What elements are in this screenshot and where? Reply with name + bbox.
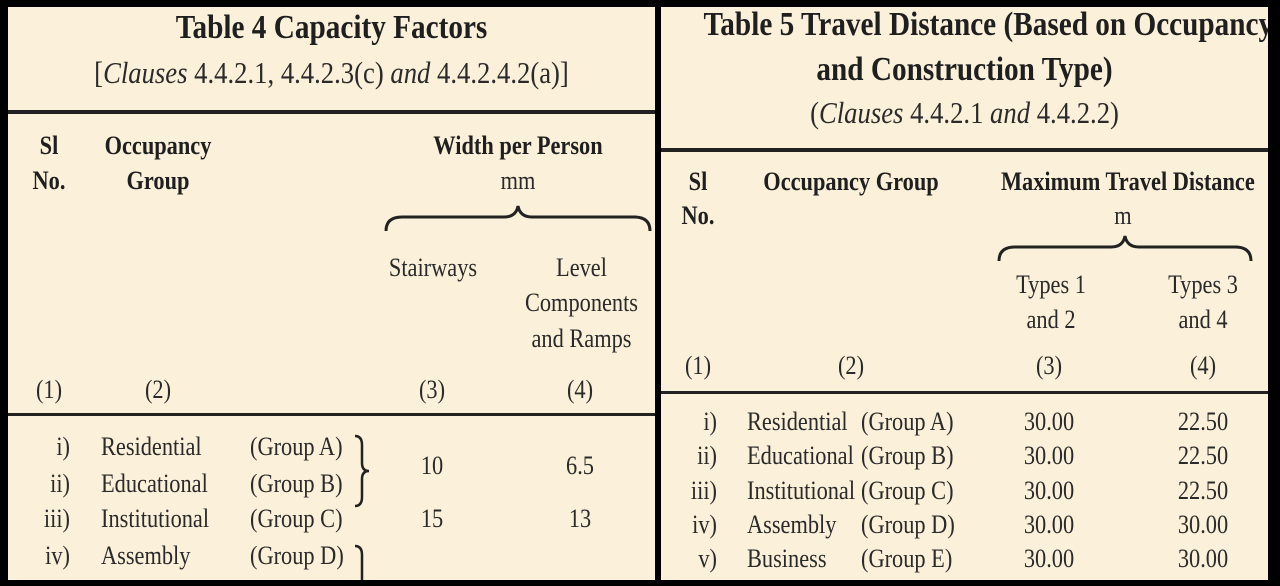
header-bottom-rule	[661, 391, 1268, 394]
header-top-rule	[8, 110, 655, 114]
row-types12: 30.00	[1023, 544, 1075, 573]
col-number-4: (4)	[566, 375, 594, 404]
row-types12: 30.00	[1023, 441, 1075, 470]
row-occupancy: Business	[747, 544, 827, 573]
col-number-1: (1)	[35, 375, 63, 404]
table-4-clauses: [Clauses 4.4.2.1, 4.4.2.3(c) and 4.4.2.4…	[53, 55, 609, 91]
row-occupancy: Residential	[747, 407, 848, 436]
clauses-and: and	[990, 95, 1031, 130]
row-group: (Group B)	[861, 441, 954, 470]
stairways-header: Stairways	[388, 253, 478, 282]
width-per-person-header: Width per Person	[433, 131, 603, 160]
row-sl: ii)	[697, 441, 717, 470]
types34-header-line1: Types 3	[1168, 270, 1238, 299]
row-occupancy: Educational	[747, 441, 854, 470]
row-types34: 30.00	[1177, 544, 1229, 573]
level-header-line1: Level	[556, 253, 607, 282]
group-ab-brace-icon	[354, 434, 370, 508]
col-number-2: (2)	[144, 375, 172, 404]
col-number-3: (3)	[1035, 351, 1063, 380]
curly-brace-icon	[384, 205, 652, 232]
sl-header-line2: No.	[681, 201, 715, 230]
row-occupancy: Assembly	[101, 541, 191, 570]
sl-header-line2: No.	[32, 166, 66, 195]
row-sl: i)	[56, 432, 70, 461]
row-group: (Group C)	[861, 476, 954, 505]
row-group: (Group D)	[861, 510, 955, 539]
types34-header-line2: and 4	[1178, 305, 1228, 334]
table-4-title: Table 4 Capacity Factors	[175, 9, 488, 46]
table-5-title-line1: Table 5 Travel Distance (Based on Occupa…	[703, 7, 1268, 43]
row-types12: 30.00	[1023, 476, 1075, 505]
row-types34: 22.50	[1177, 441, 1229, 470]
row-occupancy: Assembly	[747, 510, 837, 539]
row-sl: ii)	[50, 469, 70, 498]
curly-brace-icon	[997, 235, 1253, 262]
clauses-first: 4.4.2.1, 4.4.2.3(c)	[187, 55, 391, 90]
row-types12: 30.00	[1023, 510, 1075, 539]
group-d-brace-icon	[354, 544, 364, 580]
clauses-last: 4.4.2.2)	[1030, 95, 1119, 130]
clauses-and: and	[390, 55, 431, 90]
table-5-title-line2: and Construction Type)	[816, 51, 1113, 88]
row-occupancy: Educational	[101, 469, 208, 498]
occupancy-header-line1: Occupancy	[104, 131, 212, 160]
max-travel-unit: m	[1114, 201, 1132, 230]
row-group: (Group A)	[861, 407, 954, 436]
c-level-value: 13	[568, 504, 592, 533]
row-sl: i)	[703, 407, 717, 436]
sl-header-line1: Sl	[39, 131, 59, 160]
row-group: (Group B)	[250, 469, 343, 498]
table-5-panel: Table 5 Travel Distance (Based on Occupa…	[661, 7, 1268, 580]
row-group: (Group A)	[250, 432, 343, 461]
max-travel-header: Maximum Travel Distance	[1000, 167, 1255, 196]
row-sl: iii)	[690, 476, 717, 505]
row-occupancy: Institutional	[101, 504, 210, 533]
ab-stairways-value: 10	[420, 451, 444, 480]
clauses-first: 4.4.2.1	[903, 95, 991, 130]
col-number-3: (3)	[418, 375, 446, 404]
occupancy-header: Occupancy Group	[763, 167, 939, 196]
col-number-2: (2)	[837, 351, 865, 380]
occupancy-header-line2: Group	[126, 166, 190, 195]
row-group: (Group C)	[250, 504, 343, 533]
row-types34: 22.50	[1177, 407, 1229, 436]
clauses-open: [	[94, 55, 104, 90]
row-group: (Group E)	[861, 544, 953, 573]
width-unit-header: mm	[500, 166, 536, 195]
row-types34: 30.00	[1177, 510, 1229, 539]
level-header-line3: and Ramps	[531, 324, 632, 353]
clauses-label: Clauses	[818, 95, 904, 130]
row-sl: iv)	[45, 541, 70, 570]
level-header-line2: Components	[524, 288, 639, 317]
row-sl: v)	[698, 544, 717, 573]
col-number-1: (1)	[684, 351, 712, 380]
col-number-4: (4)	[1189, 351, 1217, 380]
clauses-open: (	[810, 95, 819, 130]
c-stairways-value: 15	[420, 504, 444, 533]
row-types34: 22.50	[1177, 476, 1229, 505]
row-sl: iii)	[43, 504, 70, 533]
clauses-label: Clauses	[103, 55, 188, 90]
header-bottom-rule	[8, 413, 655, 416]
row-occupancy: Residential	[101, 432, 202, 461]
types12-header-line2: and 2	[1026, 305, 1076, 334]
table-4-panel: Table 4 Capacity Factors [Clauses 4.4.2.…	[8, 7, 655, 580]
sl-header-line1: Sl	[688, 167, 708, 196]
types12-header-line1: Types 1	[1016, 270, 1086, 299]
row-group: (Group D)	[250, 541, 344, 570]
table-5-clauses: (Clauses 4.4.2.1 and 4.4.2.2)	[703, 95, 1225, 131]
clauses-last: 4.4.2.4.2(a)]	[430, 55, 569, 90]
row-types12: 30.00	[1023, 407, 1075, 436]
ab-level-value: 6.5	[566, 451, 594, 480]
row-sl: iv)	[692, 510, 717, 539]
row-occupancy: Institutional	[747, 476, 856, 505]
header-top-rule	[661, 148, 1268, 152]
